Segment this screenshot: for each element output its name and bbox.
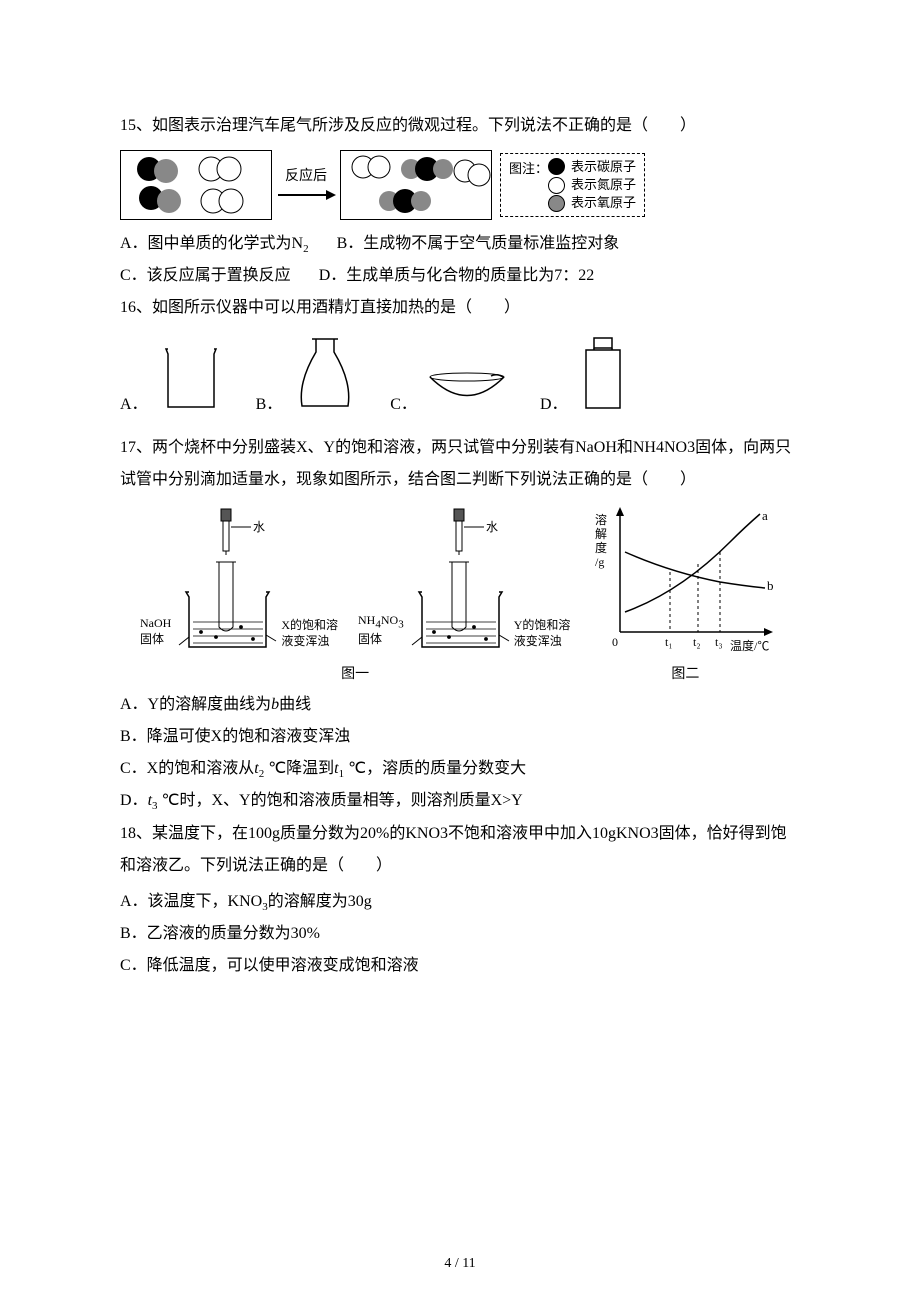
q16-A-label: A．	[120, 390, 148, 414]
q15-after-svg	[341, 151, 491, 219]
right-sol-label: Y的饱和溶 液变浑浊	[514, 618, 571, 657]
q16-optC: C．	[390, 369, 510, 414]
q15-optD: D．生成单质与化合物的质量比为7：22	[319, 267, 595, 284]
q17-optC: C．X的饱和溶液从t2 ℃降温到t1 ℃，溶质的质量分数变大	[120, 753, 800, 785]
svg-text:b: b	[767, 578, 774, 593]
svg-text:解: 解	[595, 527, 607, 541]
nitrogen-icon	[548, 177, 565, 194]
q16-optD: D．	[540, 334, 631, 414]
legend-title: 图注：	[509, 158, 548, 213]
svg-text:/g: /g	[595, 555, 604, 569]
legend-carbon: 表示碳原子	[548, 158, 636, 176]
q16-B-label: B．	[256, 390, 283, 414]
q15-box-before	[120, 150, 272, 220]
q15-optB: B．生成物不属于空气质量标准监控对象	[337, 235, 620, 252]
q15-optA-sub: 2	[303, 243, 309, 255]
q15-before-svg	[121, 151, 271, 219]
page-number: 4 / 11	[120, 1256, 800, 1272]
q15-arrow-label: 反应后	[285, 165, 327, 185]
dish-icon	[425, 369, 510, 414]
svg-text:a: a	[762, 508, 768, 523]
legend-nitrogen: 表示氮原子	[548, 176, 636, 194]
water-label-r: 水	[486, 520, 498, 534]
q17-optD: D．t3 ℃时，X、Y的饱和溶液质量相等，则溶剂质量X>Y	[120, 785, 800, 817]
svg-text:t₃: t₃	[715, 635, 723, 649]
svg-text:度: 度	[595, 540, 607, 555]
q17-figures: NaOH 固体 水	[140, 502, 800, 683]
q17-fig2: 溶 解 度 /g 温度/℃ a b 0 t₁ t₂ t₃	[590, 502, 780, 683]
q17-fig1: NaOH 固体 水	[140, 507, 570, 683]
flask-icon	[290, 334, 360, 414]
q16-stem: 16、如图所示仪器中可以用酒精灯直接加热的是（ ）	[120, 292, 800, 324]
svg-text:t₂: t₂	[693, 635, 701, 649]
beaker-right-icon: 水	[404, 507, 514, 657]
q15-arrow: 反应后	[276, 165, 336, 205]
carbon-icon	[548, 158, 565, 175]
q16-optB: B．	[256, 334, 361, 414]
q15-row2: C．该反应属于置换反应 D．生成单质与化合物的质量比为7：22	[120, 260, 800, 292]
q18-optB: B．乙溶液的质量分数为30%	[120, 918, 800, 950]
left-sol-label: X的饱和溶 液变浑浊	[281, 618, 338, 657]
oxygen-icon	[548, 195, 565, 212]
q16-optA: A．	[120, 339, 226, 414]
right-solid-label: NH4NO3固体	[358, 613, 404, 657]
svg-text:溶: 溶	[595, 512, 607, 527]
svg-text:0: 0	[612, 635, 618, 649]
svg-text:温度/℃: 温度/℃	[730, 638, 769, 653]
q18-stem: 18、某温度下，在100g质量分数为20%的KNO3不饱和溶液甲中加入10gKN…	[120, 818, 800, 882]
q15-legend: 图注： 表示碳原子 表示氮原子 表示氧原子	[500, 153, 645, 218]
q17-optA: A．Y的溶解度曲线为b曲线	[120, 689, 800, 721]
beaker-left-icon: 水	[171, 507, 281, 657]
q15-row1: A．图中单质的化学式为N2 B．生成物不属于空气质量标准监控对象	[120, 228, 800, 260]
left-solid-label: NaOH 固体	[140, 616, 171, 657]
legend-oxygen-text: 表示氧原子	[571, 194, 636, 212]
svg-text:t₁: t₁	[665, 635, 673, 649]
legend-oxygen: 表示氧原子	[548, 194, 636, 212]
fig2-label: 图二	[671, 663, 699, 683]
q16-D-label: D．	[540, 390, 568, 414]
q18-optC: C．降低温度，可以使甲溶液变成饱和溶液	[120, 950, 800, 982]
q17-stem: 17、两个烧杯中分别盛装X、Y的饱和溶液，两只试管中分别装有NaOH和NH4NO…	[120, 432, 800, 496]
q16-C-label: C．	[390, 390, 417, 414]
q17-optB: B．降温可使X的饱和溶液变浑浊	[120, 721, 800, 753]
q15-optA: A．图中单质的化学式为N2	[120, 235, 309, 252]
q15-optC: C．该反应属于置换反应	[120, 267, 291, 284]
bottle-icon	[576, 334, 631, 414]
legend-nitrogen-text: 表示氮原子	[571, 176, 636, 194]
legend-carbon-text: 表示碳原子	[571, 158, 636, 176]
arrow-icon	[276, 185, 336, 205]
q16-options: A． B． C． D．	[120, 334, 800, 414]
page: 15、如图表示治理汽车尾气所涉及反应的微观过程。下列说法不正确的是（ ） 反应后	[0, 0, 920, 1302]
solubility-graph: 溶 解 度 /g 温度/℃ a b 0 t₁ t₂ t₃	[590, 502, 780, 657]
q15-stem: 15、如图表示治理汽车尾气所涉及反应的微观过程。下列说法不正确的是（ ）	[120, 110, 800, 142]
q15-diagram: 反应后	[120, 150, 800, 220]
q18-optA: A．该温度下，KNO3的溶解度为30g	[120, 886, 800, 918]
water-label-l: 水	[253, 520, 265, 534]
q15-optA-text: A．图中单质的化学式为N	[120, 235, 303, 252]
beaker-icon	[156, 339, 226, 414]
fig1-label: 图一	[341, 663, 369, 683]
q15-box-after	[340, 150, 492, 220]
